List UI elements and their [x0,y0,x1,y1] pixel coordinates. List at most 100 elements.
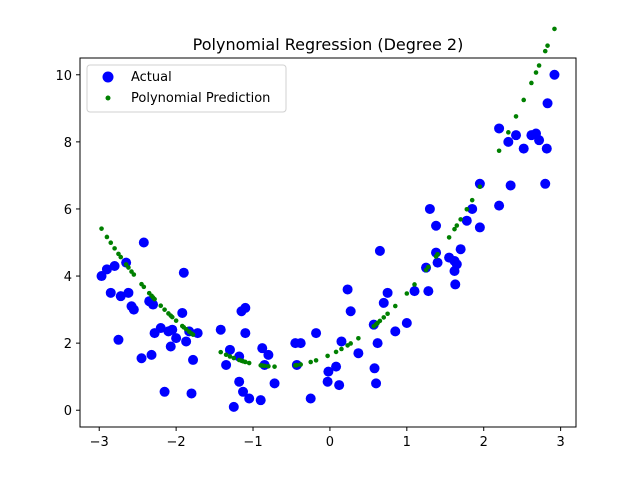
x-tick-label-0: 0 [326,435,334,450]
actual-point-34 [234,376,245,387]
actual-point-89 [518,143,529,154]
actual-point-85 [494,200,505,211]
actual-point-80 [461,215,472,226]
actual-point-82 [474,178,485,189]
actual-point-29 [215,324,226,335]
actual-point-10 [136,353,147,364]
prediction-point-17 [162,307,167,312]
prediction-point-46 [313,358,319,363]
actual-point-51 [323,366,334,377]
prediction-point-77 [529,80,534,86]
actual-point-44 [269,378,280,389]
y-tick-label-2: 2 [64,337,72,352]
legend-label-actual: Actual [131,70,172,85]
y-tick-label-0: 0 [64,404,72,419]
actual-point-43 [263,349,274,360]
actual-point-31 [224,344,235,355]
actual-point-60 [371,378,382,389]
prediction-point-21 [173,318,179,323]
chart-title: Polynomial Regression (Degree 2) [193,35,464,54]
prediction-point-69 [458,217,463,222]
actual-point-59 [369,363,380,374]
prediction-point-52 [356,335,361,341]
prediction-point-35 [243,359,248,365]
actual-point-24 [181,336,192,347]
actual-point-17 [159,386,170,397]
actual-point-94 [541,143,552,154]
actual-point-70 [424,203,435,214]
y-tick-label-4: 4 [64,270,72,285]
actual-point-69 [423,286,434,297]
actual-point-4 [113,334,124,345]
prediction-point-71 [469,197,475,203]
actual-point-22 [177,307,188,318]
prediction-point-43 [294,362,300,368]
actual-point-39 [244,393,255,404]
y-tick-label-8: 8 [64,136,72,151]
prediction-point-61 [412,282,417,287]
actual-point-9 [128,304,139,315]
actual-point-48 [305,393,316,404]
legend-marker-prediction [105,95,111,101]
prediction-point-70 [464,206,470,212]
prediction-point-81 [545,43,550,48]
actual-point-23 [178,267,189,278]
prediction-point-7 [126,265,131,270]
actual-point-77 [450,279,461,290]
plot-area [79,57,577,428]
actual-point-40 [255,395,266,406]
prediction-point-51 [348,341,353,346]
actual-point-21 [171,333,182,344]
prediction-point-20 [169,314,175,320]
prediction-point-75 [513,114,519,119]
actual-point-78 [451,259,462,270]
actual-point-96 [549,69,560,80]
prediction-point-31 [231,355,237,361]
prediction-point-63 [426,264,431,270]
prediction-point-11 [141,284,147,290]
actual-point-56 [345,306,356,317]
prediction-point-78 [533,70,539,75]
prediction-point-3 [112,246,117,251]
x-axis: −3 −2 −1 0 1 2 3 [90,427,565,450]
actual-point-54 [336,336,347,347]
actual-point-20 [167,324,178,335]
actual-point-30 [221,359,232,370]
actual-point-32 [228,401,239,412]
x-tick-label--3: −3 [90,435,109,450]
y-tick-label-6: 6 [64,203,72,218]
x-tick-label--1: −1 [243,435,262,450]
actual-point-79 [455,244,466,255]
prediction-point-76 [521,97,527,103]
y-axis: 0 2 4 6 8 10 [55,69,80,419]
actual-point-1 [101,264,112,275]
prediction-point-60 [404,291,410,296]
actual-point-63 [378,297,389,308]
prediction-point-65 [435,251,440,257]
actual-point-57 [353,348,364,359]
prediction-point-27 [190,332,196,337]
legend-marker-actual [102,71,114,83]
actual-point-53 [334,380,345,391]
actual-point-84 [494,123,505,134]
actual-point-81 [467,203,478,214]
prediction-point-40 [266,364,271,369]
prediction-point-68 [454,223,460,228]
series-prediction [99,26,557,369]
prediction-point-41 [272,364,277,369]
actual-point-27 [188,354,199,365]
prediction-point-47 [325,353,330,359]
prediction-point-82 [552,26,557,32]
prediction-point-1 [104,234,110,240]
prediction-point-73 [496,148,502,154]
prediction-point-39 [262,363,267,369]
actual-point-26 [186,388,197,399]
actual-point-61 [372,338,383,349]
prediction-point-16 [158,303,164,309]
actual-point-0 [96,271,107,282]
actual-point-50 [322,376,333,387]
actual-point-13 [146,349,157,360]
y-tick-label-10: 10 [55,69,72,84]
prediction-point-29 [223,352,229,358]
